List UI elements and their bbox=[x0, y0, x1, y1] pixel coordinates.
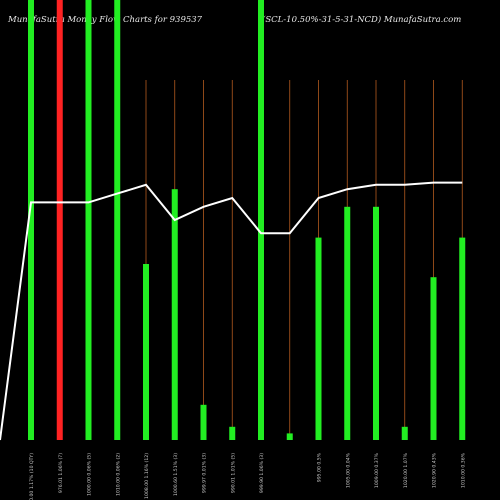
bar bbox=[258, 0, 264, 440]
bar bbox=[85, 0, 92, 440]
grid-layer bbox=[30, 80, 463, 440]
bar bbox=[286, 433, 293, 440]
bar bbox=[459, 237, 466, 440]
bar bbox=[28, 0, 34, 440]
bar bbox=[344, 206, 351, 440]
x-tick-label: 1000.60 1.51% (3) bbox=[173, 453, 179, 496]
bar-layer bbox=[28, 0, 466, 440]
x-tick-label: 976.01 1.06% (7) bbox=[58, 453, 64, 493]
x-tick-label: 1009.00 0.37% bbox=[374, 452, 380, 488]
x-tick-label: 970.00 1.17% (10 QTY) bbox=[29, 453, 35, 500]
x-tick-label: 990.01 1.01% (5) bbox=[230, 453, 236, 493]
bar bbox=[315, 237, 322, 440]
tick-layer: 970.00 1.17% (10 QTY) 976.01 1.06% (7) 100… bbox=[29, 452, 466, 500]
bar bbox=[373, 206, 379, 440]
x-tick-label: 999.97 0.01% (3) bbox=[202, 453, 208, 493]
line-layer bbox=[0, 181, 463, 441]
bar bbox=[114, 0, 121, 440]
bar bbox=[229, 426, 236, 440]
bar bbox=[56, 0, 63, 440]
x-tick-label: 999.90 1.06% (3) bbox=[259, 453, 265, 493]
x-tick-label: 995.00 0.5% bbox=[317, 452, 323, 482]
x-tick-label: 1010.00 0.06% (2) bbox=[115, 453, 121, 496]
chart-title-left: MunafaSutra Money Flow Charts for 939537 bbox=[8, 15, 203, 25]
x-tick-label: 1000.00 0.06% (5) bbox=[87, 453, 93, 496]
bar bbox=[143, 264, 149, 440]
bar bbox=[401, 426, 408, 440]
x-tick-label: 1020.90 0.43% bbox=[432, 452, 438, 488]
bar bbox=[430, 277, 437, 440]
x-tick-label: 1010.00 0.36% bbox=[460, 452, 466, 488]
bar bbox=[200, 404, 207, 440]
price-line bbox=[0, 181, 463, 441]
x-tick-label: 1008.00 1.16% (12) bbox=[144, 453, 150, 499]
x-tick-label: 1005.00 0.04% bbox=[345, 452, 351, 488]
bar bbox=[171, 189, 178, 440]
x-tick-label: 1020.00 1.07% bbox=[403, 452, 409, 488]
chart-title-right: (SCL-10.50%-31-5-31-NCD) MunafaSutra.com bbox=[262, 15, 462, 25]
